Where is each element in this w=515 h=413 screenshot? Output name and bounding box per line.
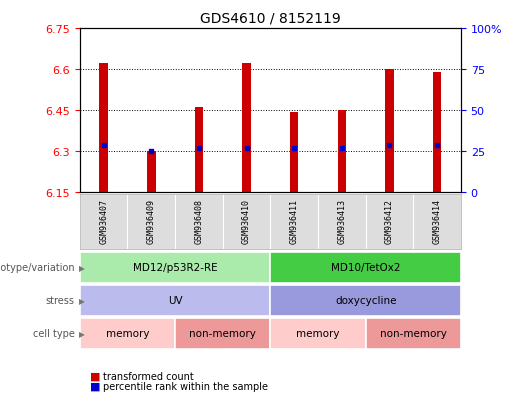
Point bbox=[99, 142, 108, 149]
Text: ■: ■ bbox=[90, 371, 100, 381]
Bar bbox=[366, 194, 413, 250]
Bar bbox=[80, 318, 175, 349]
Text: GSM936408: GSM936408 bbox=[195, 199, 203, 243]
Bar bbox=[147, 151, 156, 192]
Bar bbox=[270, 285, 461, 316]
Text: percentile rank within the sample: percentile rank within the sample bbox=[103, 381, 268, 391]
Bar bbox=[80, 285, 270, 316]
Text: GSM936414: GSM936414 bbox=[433, 199, 441, 243]
Point bbox=[243, 145, 251, 152]
Bar bbox=[99, 64, 108, 192]
Text: GSM936411: GSM936411 bbox=[290, 199, 299, 243]
Point bbox=[195, 145, 203, 152]
Bar bbox=[385, 70, 394, 192]
Text: ▶: ▶ bbox=[79, 329, 84, 338]
Bar bbox=[242, 64, 251, 192]
Bar bbox=[270, 194, 318, 250]
Text: ▶: ▶ bbox=[79, 296, 84, 305]
Text: GSM936412: GSM936412 bbox=[385, 199, 394, 243]
Point bbox=[385, 142, 393, 149]
Text: memory: memory bbox=[296, 328, 340, 339]
Text: ■: ■ bbox=[90, 381, 100, 391]
Bar bbox=[175, 194, 222, 250]
Bar bbox=[222, 194, 270, 250]
Text: ▶: ▶ bbox=[79, 263, 84, 272]
Point bbox=[433, 142, 441, 149]
Bar bbox=[318, 194, 366, 250]
Bar bbox=[433, 72, 441, 192]
Text: MD12/p53R2-RE: MD12/p53R2-RE bbox=[133, 262, 217, 273]
Bar bbox=[270, 252, 461, 283]
Text: doxycycline: doxycycline bbox=[335, 295, 397, 306]
Text: non-memory: non-memory bbox=[190, 328, 256, 339]
Bar bbox=[175, 318, 270, 349]
Text: cell type: cell type bbox=[33, 328, 75, 339]
Title: GDS4610 / 8152119: GDS4610 / 8152119 bbox=[200, 11, 341, 25]
Bar bbox=[290, 113, 299, 192]
Text: non-memory: non-memory bbox=[380, 328, 447, 339]
Text: transformed count: transformed count bbox=[103, 371, 194, 381]
Text: GSM936410: GSM936410 bbox=[242, 199, 251, 243]
Bar bbox=[128, 194, 175, 250]
Text: memory: memory bbox=[106, 328, 149, 339]
Bar bbox=[413, 194, 461, 250]
Bar bbox=[366, 318, 461, 349]
Point bbox=[290, 145, 298, 152]
Text: GSM936407: GSM936407 bbox=[99, 199, 108, 243]
Text: UV: UV bbox=[168, 295, 182, 306]
Bar bbox=[270, 318, 366, 349]
Bar bbox=[195, 108, 203, 192]
Text: MD10/TetOx2: MD10/TetOx2 bbox=[331, 262, 400, 273]
Bar bbox=[337, 111, 346, 192]
Point bbox=[147, 148, 156, 154]
Bar bbox=[80, 194, 128, 250]
Text: GSM936409: GSM936409 bbox=[147, 199, 156, 243]
Text: stress: stress bbox=[46, 295, 75, 306]
Text: GSM936413: GSM936413 bbox=[337, 199, 346, 243]
Bar bbox=[80, 252, 270, 283]
Point bbox=[338, 145, 346, 152]
Text: genotype/variation: genotype/variation bbox=[0, 262, 75, 273]
